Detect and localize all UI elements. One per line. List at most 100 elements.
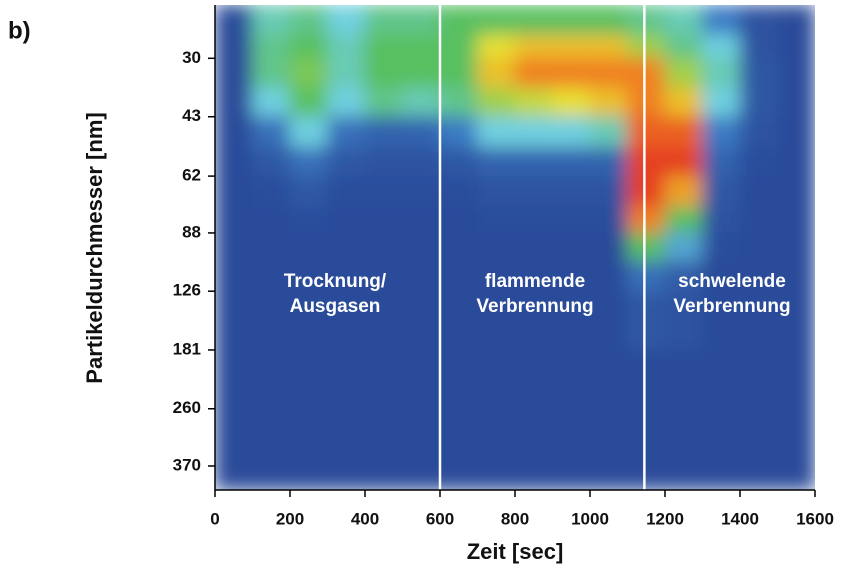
y-tick-label: 370 [173,455,201,474]
heat-cell [439,57,478,89]
heat-cell [664,5,703,36]
heat-cell [552,349,591,410]
heat-cell [215,5,253,36]
heat-cell [215,206,253,234]
y-tick-label: 88 [182,222,201,241]
heat-cell [439,87,478,118]
heat-cell [364,349,403,410]
heat-cell [289,87,328,118]
annotation: schwelende Verbrennung [673,271,790,317]
heat-cell [252,206,291,234]
heat-cell [664,408,703,490]
heat-cell [215,87,253,118]
heat-cell [364,232,403,263]
heat-cell [327,34,366,59]
heat-cell [402,232,441,263]
heat-cell [702,87,741,118]
heat-cell [664,261,703,292]
heat-cell [627,34,666,59]
heat-cell [215,408,253,490]
heat-cell [514,408,553,490]
heat-cell [552,232,591,263]
annotation-line: Trocknung/ [284,271,387,292]
heat-cell [252,87,291,118]
heat-cell [589,349,628,410]
heat-cell [402,116,441,149]
annotation-line: Ausgasen [290,296,381,317]
heat-cell [215,175,253,208]
heat-cell [402,34,441,59]
heat-cell [477,408,516,490]
heat-cell [777,408,815,490]
heat-cell [664,290,703,351]
heat-cell [402,5,441,36]
heat-cell [589,116,628,149]
heat-cell [439,175,478,208]
heat-cell [252,175,291,208]
heat-cell [739,290,778,351]
x-tick-label: 800 [501,509,529,528]
heat-cell [514,175,553,208]
heat-cell [289,232,328,263]
heat-cell [664,232,703,263]
heat-cell [215,147,253,177]
heat-cell [215,34,253,59]
heat-cell [514,261,553,292]
heat-cell [589,232,628,263]
heat-cell [327,232,366,263]
heat-cell [402,57,441,89]
heat-cell [364,34,403,59]
heat-cell [702,349,741,410]
x-tick-label: 600 [426,509,454,528]
heat-cell [627,5,666,36]
heat-cell [739,408,778,490]
heat-cell [215,261,253,292]
x-tick-label: 400 [351,509,379,528]
heat-cell [552,206,591,234]
heat-cell [589,147,628,177]
heat-cell [402,349,441,410]
heatmap [215,5,815,490]
heat-cell [327,290,366,351]
heat-cell [777,87,815,118]
heat-cell [252,147,291,177]
heat-cell [364,261,403,292]
x-tick-label: 200 [276,509,304,528]
heat-cell [402,147,441,177]
heat-cell [552,147,591,177]
heat-cell [327,408,366,490]
y-tick-label: 30 [182,48,201,67]
x-tick-label: 0 [210,509,219,528]
heat-cell [739,175,778,208]
heat-cell [552,175,591,208]
heat-cell [664,175,703,208]
heat-cell [702,116,741,149]
heat-cell [215,232,253,263]
heat-cell [739,349,778,410]
heat-cell [327,261,366,292]
heat-cell [439,34,478,59]
heat-cell [552,290,591,351]
heat-cell [777,206,815,234]
heat-cell [627,290,666,351]
heat-cell [664,147,703,177]
y-axis-label: Partikeldurchmesser [nm] [82,112,107,383]
heat-cell [777,232,815,263]
x-tick-label: 1400 [721,509,759,528]
heat-cell [439,5,478,36]
heat-cell [664,206,703,234]
heat-cell [477,57,516,89]
heat-cell [477,232,516,263]
heat-cell [402,290,441,351]
heat-cell [327,147,366,177]
heat-cell [477,261,516,292]
heat-cell [327,175,366,208]
heat-cell [439,349,478,410]
heat-cell [627,57,666,89]
heat-cell [439,206,478,234]
heat-cell [589,5,628,36]
heat-cell [664,116,703,149]
heat-cell [552,116,591,149]
heat-cell [477,34,516,59]
heat-cell [589,261,628,292]
